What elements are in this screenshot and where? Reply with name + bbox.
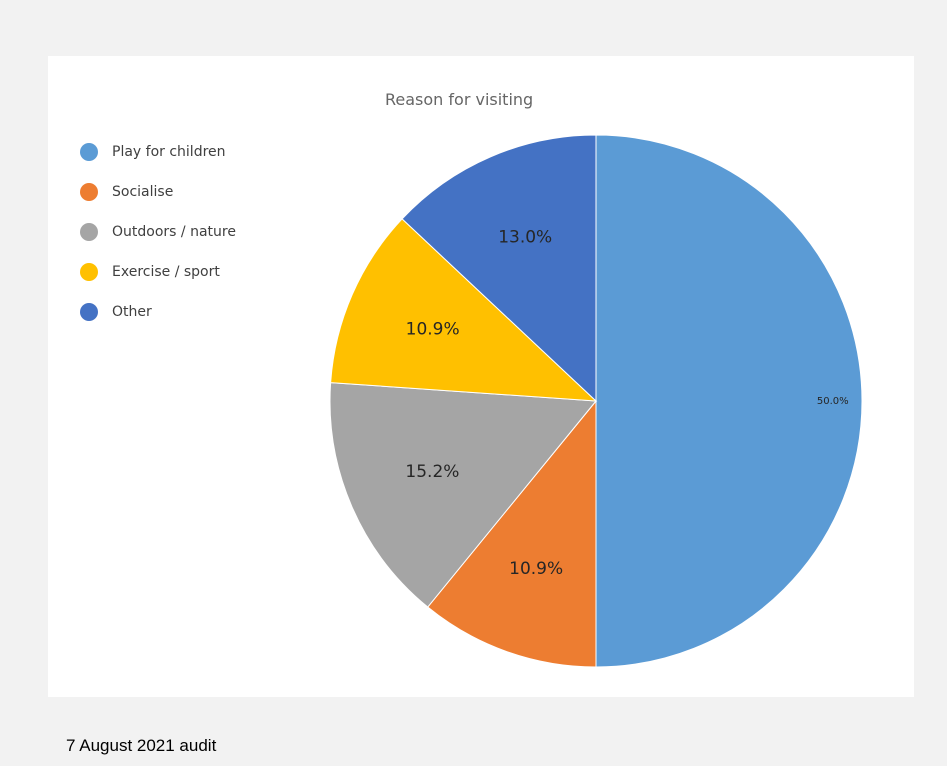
pie-slice [427,399,597,668]
legend-label: Exercise / sport [112,264,220,280]
legend-item: Exercise / sport [80,252,236,292]
legend-label: Play for children [112,144,226,160]
pie-slice [595,134,863,668]
legend-swatch [80,183,98,201]
slice-data-label: 15.2% [405,462,459,482]
slice-data-label: 10.9% [406,320,460,340]
chart-panel: Reason for visiting Play for children Soc… [48,56,914,697]
legend-swatch [80,143,98,161]
legend-item: Other [80,292,236,332]
legend-item: Socialise [80,172,236,212]
legend-label: Outdoors / nature [112,224,236,240]
slice-data-label: 50.0% [817,396,849,407]
slice-data-label: 13.0% [498,227,552,247]
legend-item: Outdoors / nature [80,212,236,252]
legend-item: Play for children [80,132,236,172]
chart-title: Reason for visiting [385,90,534,109]
legend-label: Socialise [112,184,174,200]
pie-slice [329,382,597,608]
legend-label: Other [112,304,152,320]
chart-caption: 7 August 2021 audit [66,736,217,755]
legend-swatch [80,263,98,281]
slice-data-label: 10.9% [509,559,563,579]
pie-slice [401,134,597,403]
legend-swatch [80,223,98,241]
pie-slice [330,218,598,402]
chart-legend: Play for children Socialise Outdoors / nat… [80,132,236,332]
pie-chart: 50.0% 10.9% 15.2% 10.9% 13.0% [329,134,863,668]
legend-swatch [80,303,98,321]
